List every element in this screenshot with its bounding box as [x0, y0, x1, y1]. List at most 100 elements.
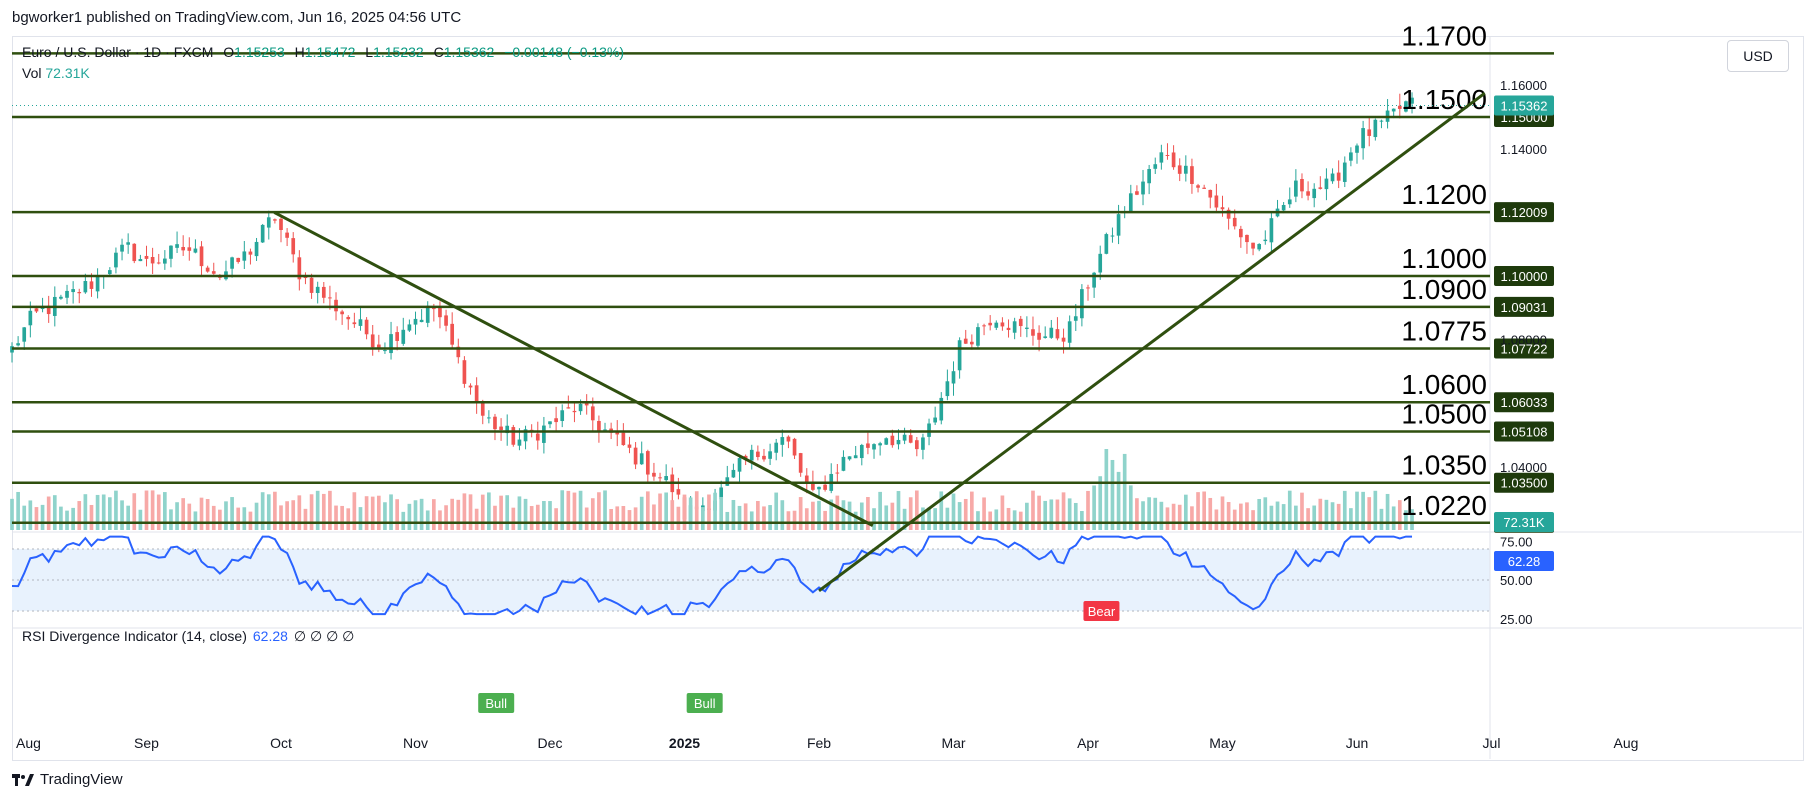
volume-bar	[1196, 492, 1200, 530]
candle-body	[132, 243, 137, 262]
volume-bar	[927, 507, 931, 530]
level-price-tag	[1494, 266, 1554, 286]
volume-bar	[890, 502, 895, 530]
candle-body	[279, 218, 283, 231]
volume-bar	[1226, 502, 1231, 530]
candle-body	[291, 238, 296, 255]
candle-body	[804, 475, 809, 484]
volume-bar	[951, 493, 956, 530]
volume-bar	[132, 493, 137, 530]
level-label: 1.0350	[1401, 450, 1487, 481]
volume-bar	[370, 496, 375, 530]
volume-bar	[1031, 490, 1035, 530]
volume-bar	[774, 492, 779, 530]
volume-bar	[1336, 503, 1341, 530]
volume-bar	[1232, 509, 1237, 530]
volume-bar	[884, 505, 889, 530]
volume-bar	[77, 501, 82, 530]
candle-body	[658, 477, 662, 479]
candle-body	[1245, 234, 1249, 243]
volume-bar	[1128, 485, 1133, 530]
bull-signal-tag	[686, 693, 723, 713]
volume-bar	[254, 502, 259, 530]
price-axis-tick: 1.16000	[1500, 78, 1547, 93]
volume-bar	[175, 502, 179, 530]
candle-body	[1281, 205, 1286, 211]
time-axis-tick: 2025	[669, 735, 700, 751]
candle-body	[285, 232, 289, 238]
candle-body	[328, 297, 332, 299]
candle-body	[584, 403, 589, 406]
volume-bar	[633, 507, 638, 530]
volume-bar	[224, 501, 228, 530]
candle-body	[334, 299, 338, 312]
level-price-tag-text: 1.09031	[1501, 300, 1548, 315]
volume-bar	[1171, 503, 1176, 530]
volume-bar	[273, 491, 277, 530]
volume-bar	[1110, 459, 1115, 530]
volume-bar	[218, 509, 222, 530]
candle-body	[548, 421, 552, 425]
candle-body	[603, 429, 607, 431]
volume-bar	[413, 500, 418, 530]
level-label: 1.0900	[1401, 274, 1487, 305]
candle-body	[46, 305, 51, 315]
rsi-name[interactable]: RSI Divergence Indicator (14, close)	[22, 628, 247, 644]
candle-body	[1043, 336, 1048, 338]
volume-bar	[976, 511, 980, 530]
candle-body	[786, 436, 791, 442]
volume-bar	[1275, 501, 1280, 530]
candle-body	[83, 280, 88, 293]
candle-body	[1025, 327, 1029, 329]
time-axis-tick: Aug	[1614, 735, 1639, 751]
candle-body	[1324, 178, 1329, 190]
footer-brand[interactable]: TradingView	[12, 771, 123, 788]
volume-bar	[896, 491, 901, 530]
level-label: 1.1500	[1401, 84, 1487, 115]
level-price-tag-text: 1.12009	[1501, 205, 1548, 220]
rsi-axis-tick: 50.00	[1500, 573, 1533, 588]
candle-body	[205, 267, 210, 272]
volume-bar	[835, 495, 840, 530]
volume-bar	[1055, 499, 1060, 530]
candle-body	[927, 423, 931, 437]
candle-body	[187, 247, 192, 251]
volume-bar	[945, 507, 950, 530]
candle-body	[1147, 169, 1151, 184]
volume-bar	[1000, 495, 1005, 530]
level-price-tag-text: 1.10000	[1501, 269, 1548, 284]
candle-body	[1330, 173, 1335, 182]
volume-bar	[150, 490, 155, 530]
volume-bar	[230, 497, 234, 530]
candle-body	[1202, 187, 1206, 189]
candle-body	[401, 329, 406, 344]
volume-bar	[517, 496, 522, 530]
candle-body	[1171, 152, 1176, 168]
candle-body	[1049, 327, 1054, 338]
candle-body	[1153, 164, 1158, 169]
symbol-title[interactable]: Euro / U.S. Dollar · 1D · FXCM	[22, 44, 214, 60]
volume-bar	[780, 500, 785, 530]
candle-body	[1055, 329, 1060, 339]
volume-bar	[719, 496, 724, 530]
candle-body	[933, 417, 937, 423]
candle-body	[370, 334, 375, 348]
currency-button[interactable]: USD	[1727, 40, 1789, 72]
volume-bar	[65, 510, 69, 530]
candle-body	[499, 426, 503, 431]
volume-bar	[676, 506, 681, 530]
volume-bar	[101, 494, 106, 530]
volume-tag	[1494, 512, 1554, 532]
candle-body	[1183, 165, 1188, 174]
volume-bar	[395, 499, 399, 530]
volume-bar	[1245, 502, 1249, 530]
volume-bar	[572, 492, 577, 530]
volume-bar	[309, 494, 314, 530]
volume-bar	[279, 505, 283, 530]
candle-body	[1397, 105, 1402, 109]
candle-body	[1239, 228, 1243, 238]
candle-body	[1287, 199, 1292, 205]
candle-body	[1349, 152, 1353, 161]
candle-body	[1190, 166, 1194, 184]
